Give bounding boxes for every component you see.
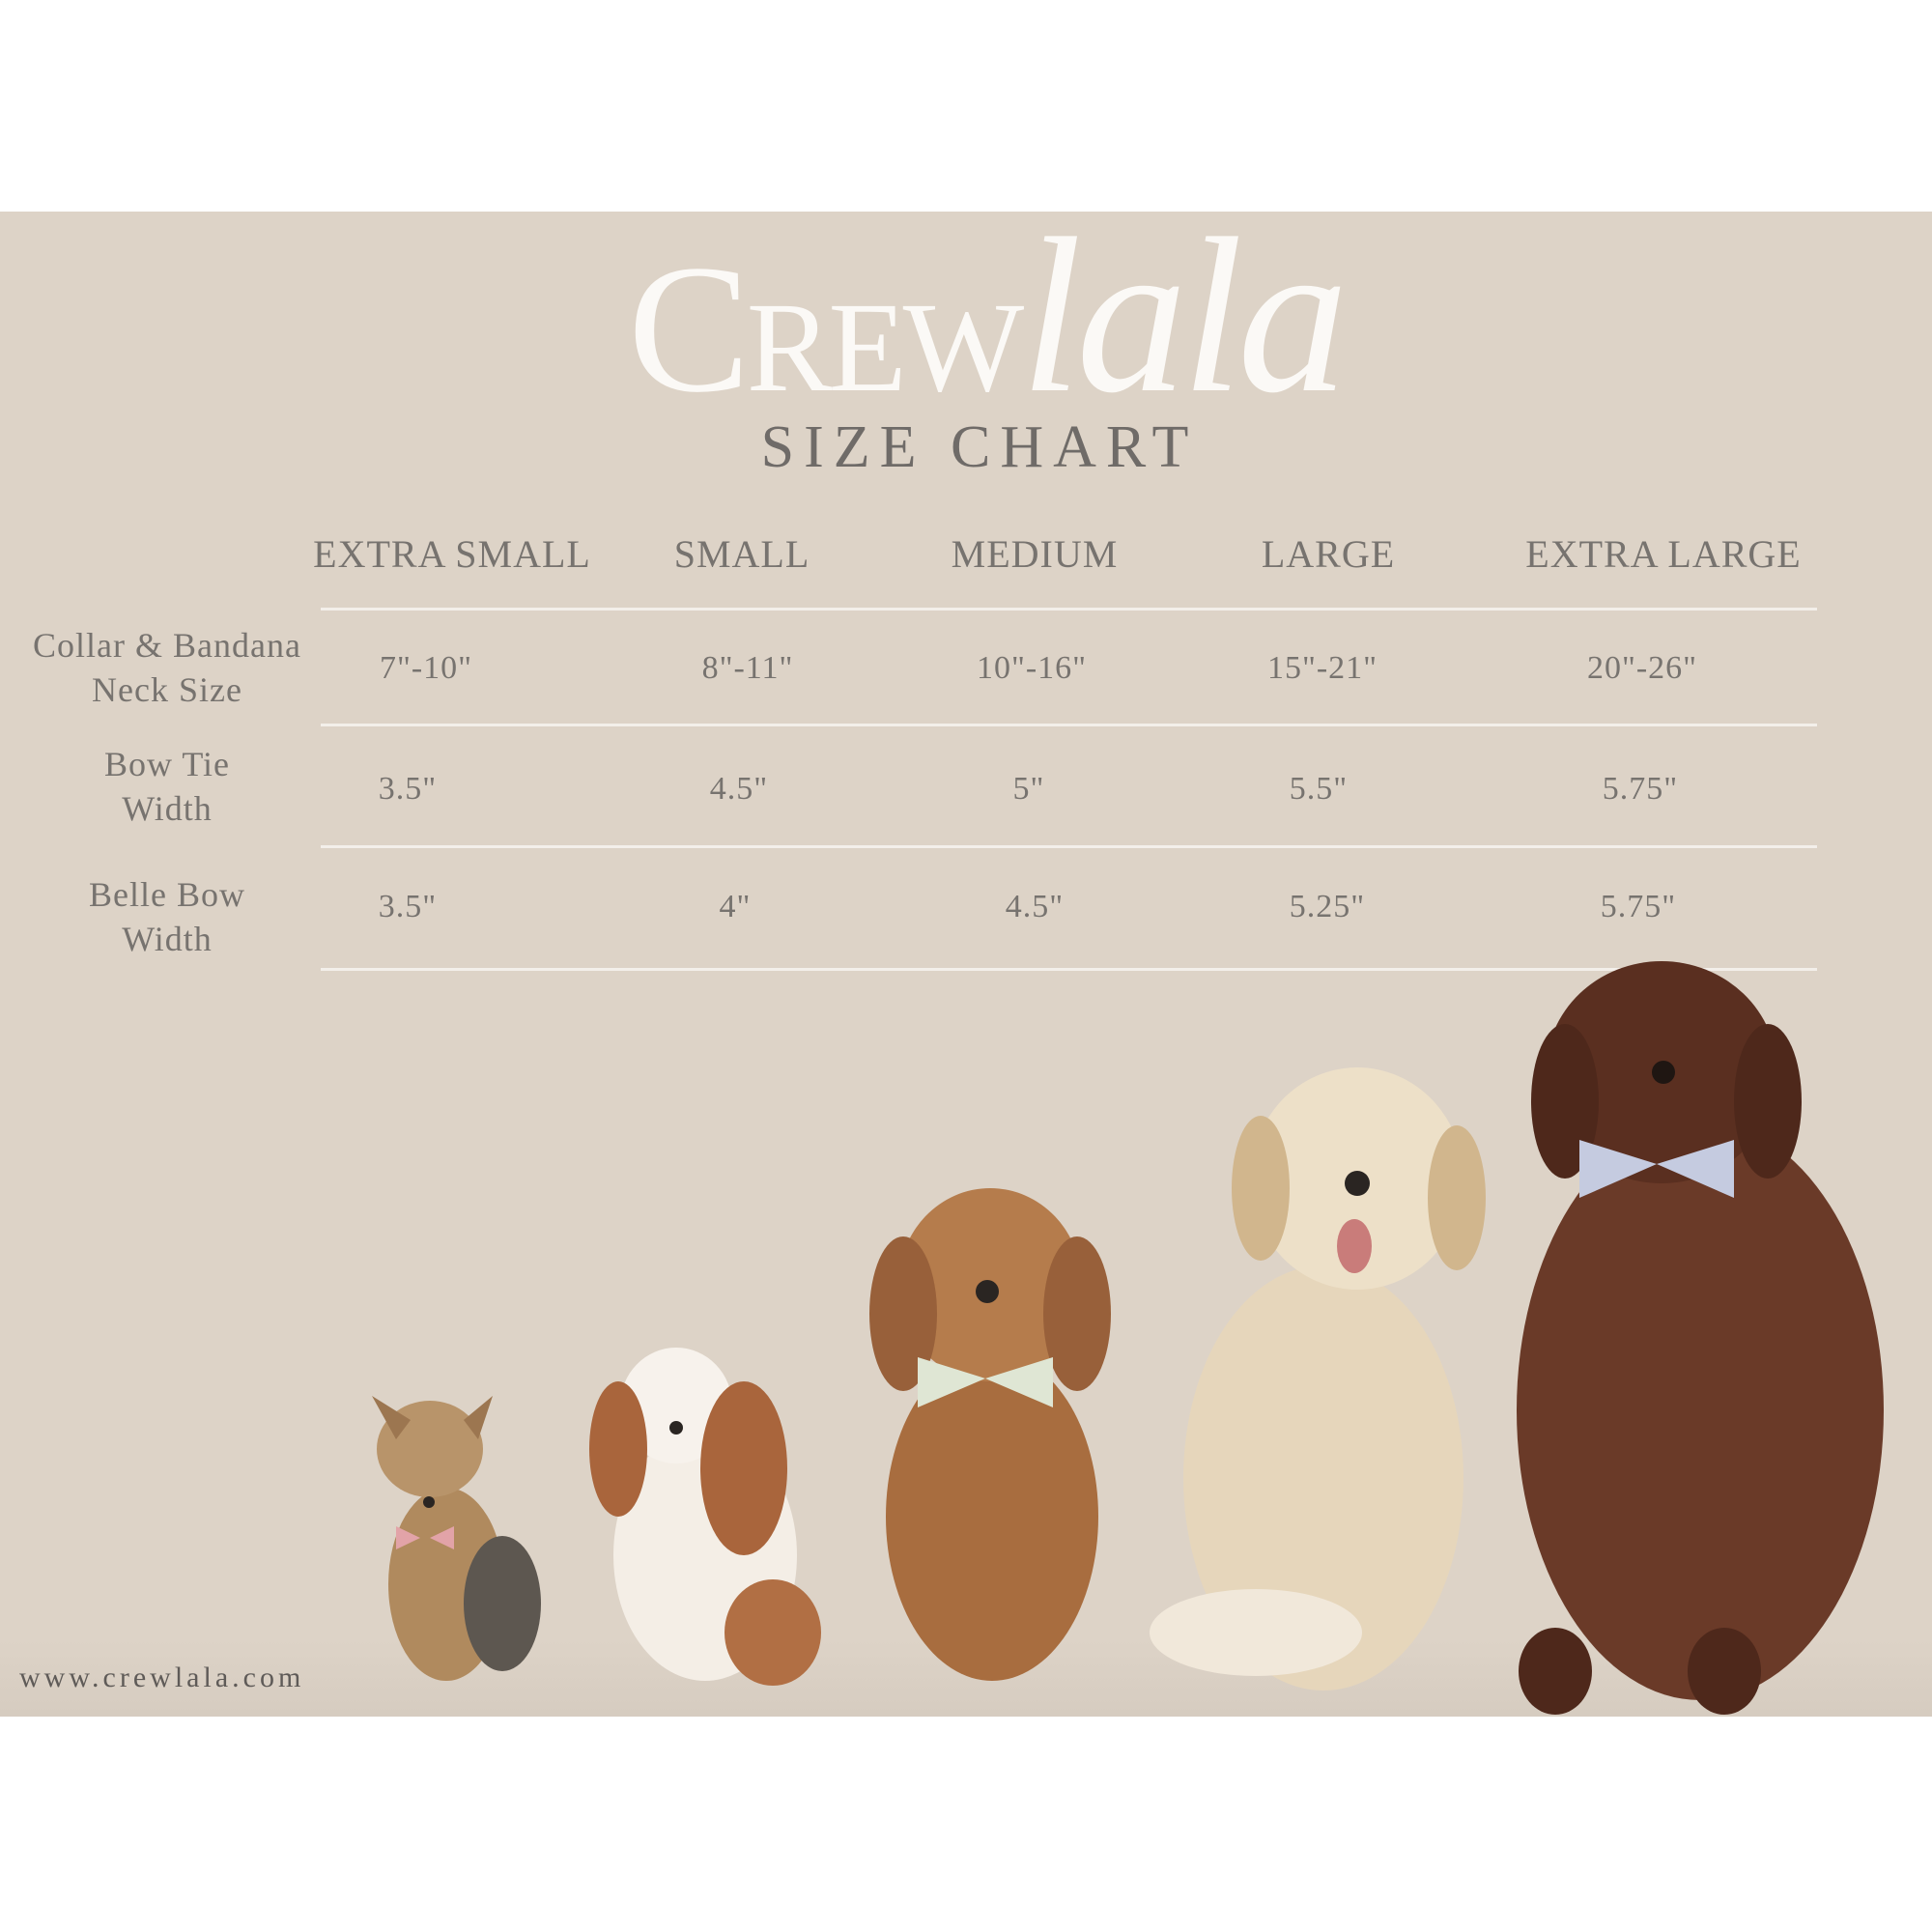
table-cell: 3.5" bbox=[378, 771, 438, 807]
cockapoo-illustration bbox=[869, 1188, 1111, 1681]
table-cell: 8"-11" bbox=[701, 650, 794, 686]
table-cell: 10"-16" bbox=[976, 650, 1088, 686]
golden-retriever-illustration bbox=[1150, 1067, 1486, 1690]
table-cell: 5.5" bbox=[1289, 771, 1349, 807]
column-header-small: SMALL bbox=[673, 532, 810, 576]
table-cell: 5.75" bbox=[1600, 889, 1677, 924]
table-cell: 4.5" bbox=[709, 771, 769, 807]
table-cell: 15"-21" bbox=[1266, 650, 1378, 686]
table-cell: 4.5" bbox=[1005, 889, 1065, 924]
column-header-large: LARGE bbox=[1261, 532, 1396, 576]
column-header-extra-small: EXTRA SMALL bbox=[313, 532, 591, 576]
page-title: SIZE CHART bbox=[760, 414, 1199, 480]
row-label-bow-tie-width: Bow Tie Width bbox=[103, 745, 231, 828]
website-url: www.crewlala.com bbox=[19, 1662, 305, 1693]
divider bbox=[321, 968, 1817, 971]
row-label-neck-size: Collar & Bandana Neck Size bbox=[33, 626, 301, 709]
row-label-belle-bow-width: Belle Bow Width bbox=[89, 875, 245, 958]
table-cell: 5.25" bbox=[1289, 889, 1366, 924]
table-cell: 4" bbox=[719, 889, 752, 924]
table-cell: 5.75" bbox=[1602, 771, 1679, 807]
table-cell: 3.5" bbox=[378, 889, 438, 924]
cavalier-illustration bbox=[589, 1348, 821, 1686]
table-cell: 20"-26" bbox=[1586, 650, 1698, 686]
brand-logo: Crewlala bbox=[627, 192, 1349, 439]
divider bbox=[321, 845, 1817, 848]
newfoundland-illustration bbox=[1517, 961, 1884, 1715]
column-header-extra-large: EXTRA LARGE bbox=[1525, 532, 1802, 576]
divider bbox=[321, 608, 1817, 611]
yorkie-illustration bbox=[372, 1396, 541, 1681]
table-cell: 5" bbox=[1012, 771, 1045, 807]
column-header-medium: MEDIUM bbox=[951, 532, 1119, 576]
divider bbox=[321, 724, 1817, 726]
table-cell: 7"-10" bbox=[379, 650, 473, 686]
